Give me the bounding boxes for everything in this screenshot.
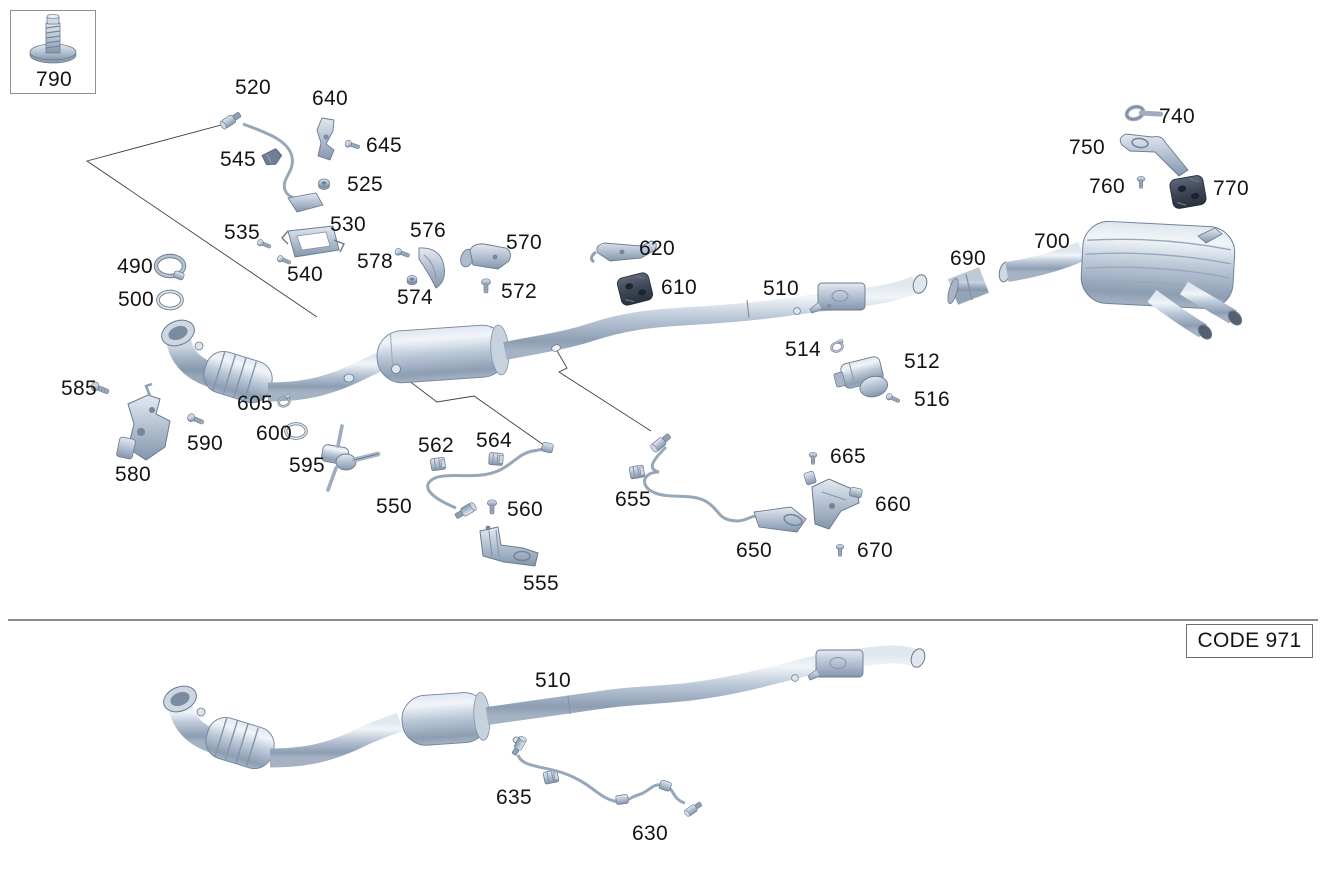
front-pipe-assembly-510-code971 <box>163 645 926 774</box>
callout-605[interactable]: 605 <box>237 392 273 415</box>
support-bracket-580 <box>116 382 171 461</box>
callout-595[interactable]: 595 <box>289 454 325 477</box>
callout-514[interactable]: 514 <box>785 338 821 361</box>
callout-560[interactable]: 560 <box>507 498 543 521</box>
callout-670[interactable]: 670 <box>857 539 893 562</box>
callout-740[interactable]: 740 <box>1159 105 1195 128</box>
clamp-bracket-570 <box>460 243 511 270</box>
bolt-560 <box>487 499 497 515</box>
bolt-665 <box>808 451 818 465</box>
code-971-label: CODE 971 <box>1197 629 1302 652</box>
bolt-572 <box>481 278 491 294</box>
callout-650[interactable]: 650 <box>736 539 772 562</box>
bolt-516 <box>884 391 902 405</box>
callout-580[interactable]: 580 <box>115 463 151 486</box>
support-bracket-555 <box>479 525 539 567</box>
callout-535[interactable]: 535 <box>224 221 260 244</box>
hanger-bracket-660 <box>803 470 863 530</box>
hanger-bracket-750 <box>1119 133 1189 177</box>
callout-545[interactable]: 545 <box>220 148 256 171</box>
callout-640[interactable]: 640 <box>312 87 348 110</box>
callout-790[interactable]: 790 <box>36 68 72 91</box>
callout-770[interactable]: 770 <box>1213 177 1249 200</box>
hanger-eye-740 <box>1124 104 1164 122</box>
rubber-mount-770 <box>1168 173 1208 211</box>
callout-585[interactable]: 585 <box>61 377 97 400</box>
cable-clip-564 <box>488 452 504 466</box>
bolt-670 <box>835 543 845 557</box>
oxygen-sensor-630 <box>510 734 704 818</box>
callout-635[interactable]: 635 <box>496 786 532 809</box>
cable-clip-655 <box>628 464 646 480</box>
legend-box-790[interactable]: 790 <box>10 10 96 94</box>
callout-690[interactable]: 690 <box>950 247 986 270</box>
callout-610[interactable]: 610 <box>661 276 697 299</box>
hose-clamp-514 <box>828 337 847 355</box>
pipe-clamp-sleeve-690 <box>947 266 990 306</box>
bracket-plate-530 <box>281 225 345 258</box>
cable-clip-562 <box>429 456 447 472</box>
flange-bolt-icon <box>29 13 77 64</box>
rubber-mount-610 <box>615 270 655 308</box>
section-divider-line <box>8 619 1318 621</box>
callout-665[interactable]: 665 <box>830 445 866 468</box>
callout-520[interactable]: 520 <box>235 76 271 99</box>
callout-555[interactable]: 555 <box>523 572 559 595</box>
callout-562[interactable]: 562 <box>418 434 454 457</box>
callout-540[interactable]: 540 <box>287 263 323 286</box>
exhaust-flap-valve-595 <box>321 424 381 492</box>
pipe-mount-bracket-variant <box>807 649 864 681</box>
callout-750[interactable]: 750 <box>1069 136 1105 159</box>
callout-630[interactable]: 630 <box>632 822 668 845</box>
callout-660[interactable]: 660 <box>875 493 911 516</box>
callout-655[interactable]: 655 <box>615 488 651 511</box>
callout-572[interactable]: 572 <box>501 280 537 303</box>
callout-500[interactable]: 500 <box>118 288 154 311</box>
nut-525 <box>318 178 330 190</box>
callout-530[interactable]: 530 <box>330 213 366 236</box>
callout-570[interactable]: 570 <box>506 231 542 254</box>
callout-525[interactable]: 525 <box>347 173 383 196</box>
nut-574 <box>406 275 418 286</box>
rear-muffler-700 <box>998 220 1243 340</box>
callout-550[interactable]: 550 <box>376 495 412 518</box>
bolt-760 <box>1136 175 1146 189</box>
muffler-hanger-tab <box>1197 227 1223 244</box>
callout-576[interactable]: 576 <box>410 219 446 242</box>
front-pipe-assembly-510 <box>161 274 928 408</box>
gasket-ring-500 <box>156 289 184 311</box>
callout-645[interactable]: 645 <box>366 134 402 157</box>
oxygen-sensor-520 <box>218 110 324 213</box>
callout-590[interactable]: 590 <box>187 432 223 455</box>
callout-510-main[interactable]: 510 <box>763 277 799 300</box>
spring-clip-545 <box>261 148 283 166</box>
callout-578[interactable]: 578 <box>357 250 393 273</box>
callout-510-variant[interactable]: 510 <box>535 669 571 692</box>
callout-600[interactable]: 600 <box>256 422 292 445</box>
pipe-mount-bracket <box>809 282 866 314</box>
callout-516[interactable]: 516 <box>914 388 950 411</box>
hanger-bracket-620 <box>589 240 657 264</box>
callout-620[interactable]: 620 <box>639 237 675 260</box>
oxygen-sensor-550 <box>426 441 554 521</box>
oxygen-sensor-650 <box>643 431 807 533</box>
exhaust-flap-actuator-512 <box>833 356 888 398</box>
v-band-clamp-490 <box>153 253 187 281</box>
support-gusset-576 <box>418 247 445 289</box>
callout-760[interactable]: 760 <box>1089 175 1125 198</box>
screw-645 <box>343 138 362 152</box>
callout-574[interactable]: 574 <box>397 286 433 309</box>
screw-578 <box>393 246 412 260</box>
code-971-box: CODE 971 <box>1186 624 1313 658</box>
leader-lines <box>85 120 652 449</box>
hanger-bracket-640 <box>316 117 335 161</box>
callout-700[interactable]: 700 <box>1034 230 1070 253</box>
callout-564[interactable]: 564 <box>476 429 512 452</box>
bolt-590 <box>185 412 206 427</box>
callout-512[interactable]: 512 <box>904 350 940 373</box>
callout-490[interactable]: 490 <box>117 255 153 278</box>
